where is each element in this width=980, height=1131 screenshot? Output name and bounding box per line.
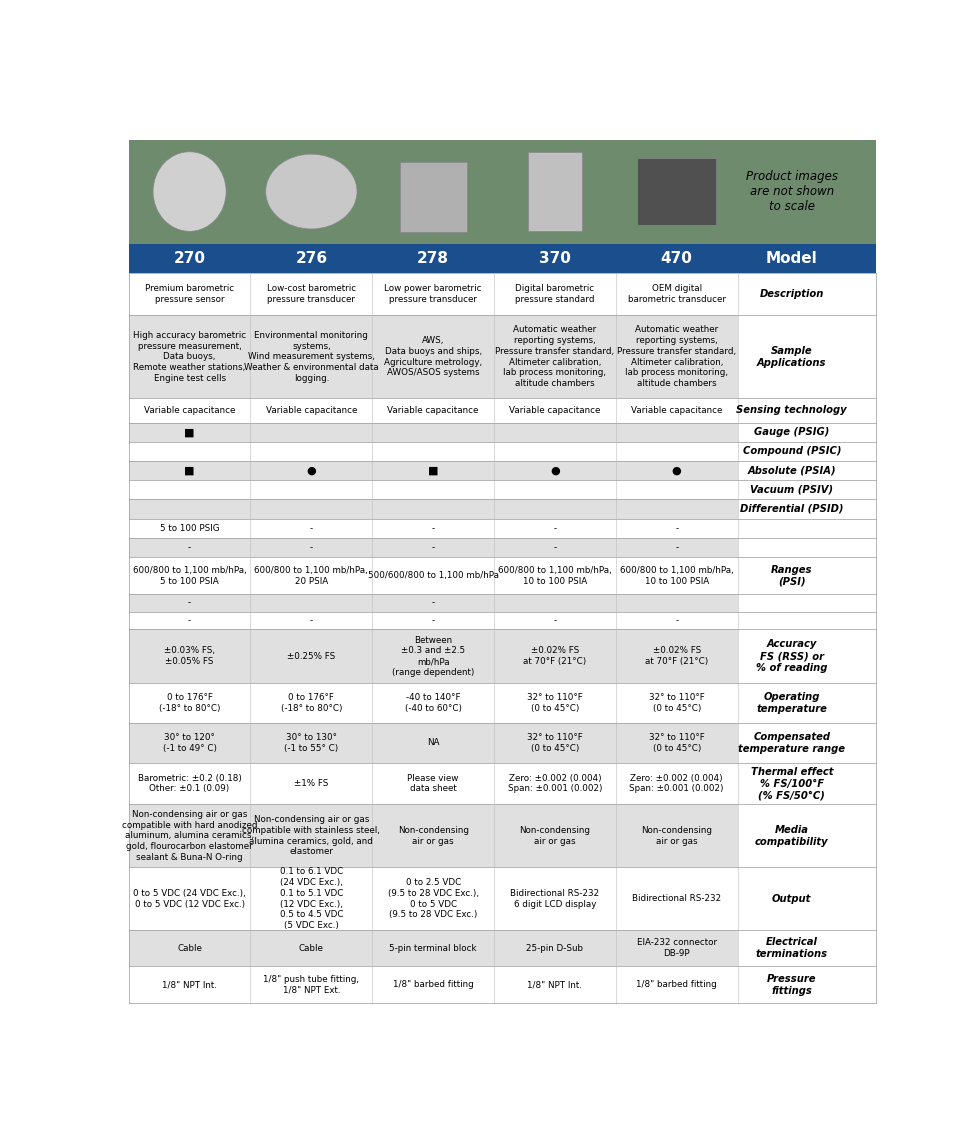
- Bar: [738, 537, 846, 556]
- Bar: [251, 683, 372, 723]
- Text: 32° to 110°F
(0 to 45°C): 32° to 110°F (0 to 45°C): [527, 733, 583, 752]
- Text: Please view
data sheet: Please view data sheet: [408, 774, 459, 794]
- Text: 278: 278: [417, 251, 449, 266]
- Bar: [494, 398, 615, 423]
- Bar: [372, 804, 494, 867]
- Ellipse shape: [266, 154, 357, 228]
- Bar: [400, 162, 466, 232]
- Text: -: -: [431, 616, 435, 625]
- Text: 32° to 110°F
(0 to 45°C): 32° to 110°F (0 to 45°C): [649, 693, 705, 713]
- Text: Pressure
fittings: Pressure fittings: [767, 974, 816, 995]
- Bar: [372, 723, 494, 762]
- Text: OEM digital
barometric transducer: OEM digital barometric transducer: [628, 284, 726, 304]
- Bar: [128, 683, 251, 723]
- Text: ■: ■: [184, 466, 195, 476]
- Bar: [615, 316, 738, 398]
- Text: Non-condensing air or gas
compatible with stainless steel,
alumina ceramics, gol: Non-condensing air or gas compatible wit…: [242, 815, 380, 856]
- Text: Differential (PSID): Differential (PSID): [740, 504, 844, 513]
- Text: Non-condensing
air or gas: Non-condensing air or gas: [641, 826, 712, 846]
- Text: Product images
are not shown
to scale: Product images are not shown to scale: [746, 170, 838, 213]
- Text: ●: ●: [550, 466, 560, 476]
- Text: -: -: [188, 616, 191, 625]
- Text: Vacuum (PSIV): Vacuum (PSIV): [750, 485, 833, 494]
- Bar: [372, 316, 494, 398]
- Text: -: -: [431, 524, 435, 533]
- Bar: [615, 461, 738, 481]
- Bar: [372, 537, 494, 556]
- Bar: [128, 481, 251, 500]
- Text: AWS,
Data buoys and ships,
Agriculture metrology,
AWOS/ASOS systems: AWS, Data buoys and ships, Agriculture m…: [384, 336, 482, 378]
- Bar: [615, 537, 738, 556]
- Text: 370: 370: [539, 251, 571, 266]
- Text: Cable: Cable: [177, 944, 202, 952]
- Text: Output: Output: [772, 893, 811, 904]
- Bar: [738, 930, 846, 967]
- Bar: [372, 762, 494, 804]
- Text: -: -: [675, 543, 678, 552]
- Bar: [251, 723, 372, 762]
- Text: Description: Description: [760, 290, 824, 299]
- Bar: [128, 243, 876, 273]
- Text: Operating
temperature: Operating temperature: [757, 692, 827, 714]
- Bar: [251, 461, 372, 481]
- Bar: [494, 481, 615, 500]
- Text: 1/8" barbed fitting: 1/8" barbed fitting: [636, 981, 717, 990]
- Text: 470: 470: [661, 251, 693, 266]
- Bar: [128, 316, 251, 398]
- Text: 5-pin terminal block: 5-pin terminal block: [389, 944, 477, 952]
- Text: Media
compatibility: Media compatibility: [755, 824, 828, 847]
- Text: 600/800 to 1,100 mb/hPa,
5 to 100 PSIA: 600/800 to 1,100 mb/hPa, 5 to 100 PSIA: [132, 566, 246, 586]
- Text: 270: 270: [173, 251, 206, 266]
- Text: 276: 276: [295, 251, 327, 266]
- Bar: [494, 612, 615, 630]
- Text: -: -: [554, 616, 557, 625]
- Text: 1/8" barbed fitting: 1/8" barbed fitting: [393, 981, 473, 990]
- Text: -: -: [554, 543, 557, 552]
- Text: 0 to 176°F
(-18° to 80°C): 0 to 176°F (-18° to 80°C): [280, 693, 342, 713]
- Bar: [128, 461, 251, 481]
- Bar: [494, 316, 615, 398]
- Bar: [372, 500, 494, 519]
- Text: 32° to 110°F
(0 to 45°C): 32° to 110°F (0 to 45°C): [649, 733, 705, 752]
- Text: -: -: [310, 524, 313, 533]
- Text: ●: ●: [672, 466, 681, 476]
- Text: EIA-232 connector
DB-9P: EIA-232 connector DB-9P: [637, 939, 716, 958]
- Text: ■: ■: [184, 428, 195, 438]
- Bar: [251, 519, 372, 537]
- Bar: [494, 762, 615, 804]
- Bar: [738, 481, 846, 500]
- Bar: [615, 930, 738, 967]
- Bar: [128, 398, 251, 423]
- Bar: [615, 594, 738, 612]
- Bar: [251, 537, 372, 556]
- Text: ±0.25% FS: ±0.25% FS: [287, 651, 335, 661]
- Bar: [251, 930, 372, 967]
- Bar: [372, 556, 494, 594]
- Bar: [494, 930, 615, 967]
- Bar: [615, 804, 738, 867]
- Bar: [494, 273, 615, 316]
- Text: Zero: ±0.002 (0.004)
Span: ±0.001 (0.002): Zero: ±0.002 (0.004) Span: ±0.001 (0.002…: [629, 774, 724, 794]
- Bar: [494, 723, 615, 762]
- Bar: [494, 500, 615, 519]
- Text: Barometric: ±0.2 (0.18)
Other: ±0.1 (0.09): Barometric: ±0.2 (0.18) Other: ±0.1 (0.0…: [137, 774, 241, 794]
- Bar: [251, 612, 372, 630]
- Text: Bidirectional RS-232: Bidirectional RS-232: [632, 895, 721, 904]
- Bar: [738, 519, 846, 537]
- Bar: [494, 537, 615, 556]
- Bar: [128, 967, 251, 1003]
- Text: Zero: ±0.002 (0.004)
Span: ±0.001 (0.002): Zero: ±0.002 (0.004) Span: ±0.001 (0.002…: [508, 774, 602, 794]
- Bar: [738, 556, 846, 594]
- Text: High accuracy barometric
pressure measurement,
Data buoys,
Remote weather statio: High accuracy barometric pressure measur…: [133, 330, 246, 382]
- Text: Automatic weather
reporting systems,
Pressure transfer standard,
Altimeter calib: Automatic weather reporting systems, Pre…: [617, 326, 736, 388]
- Bar: [372, 630, 494, 683]
- Text: Between
±0.3 and ±2.5
mb/hPa
(range dependent): Between ±0.3 and ±2.5 mb/hPa (range depe…: [392, 636, 474, 676]
- Bar: [738, 683, 846, 723]
- Text: Non-condensing
air or gas: Non-condensing air or gas: [519, 826, 590, 846]
- Text: Gauge (PSIG): Gauge (PSIG): [754, 428, 829, 438]
- Bar: [128, 500, 251, 519]
- Text: Premium barometric
pressure sensor: Premium barometric pressure sensor: [145, 284, 234, 304]
- Bar: [128, 930, 251, 967]
- Text: ●: ●: [307, 466, 317, 476]
- Bar: [615, 500, 738, 519]
